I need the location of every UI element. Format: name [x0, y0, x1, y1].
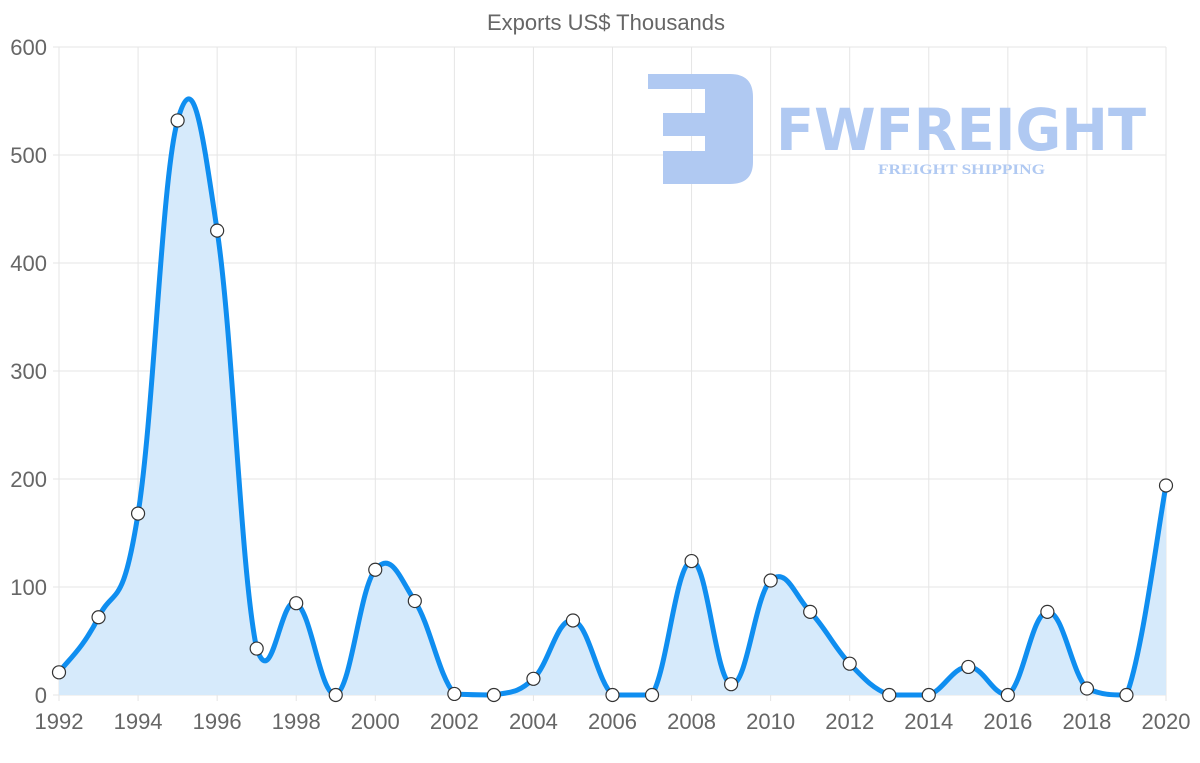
- data-point-2010[interactable]: [763, 573, 778, 588]
- x-tick-label: 2018: [1062, 709, 1111, 734]
- data-points: [51, 113, 1174, 703]
- data-point-2009[interactable]: [724, 677, 739, 692]
- x-tick-label: 2004: [509, 709, 558, 734]
- data-point-2008[interactable]: [684, 553, 699, 569]
- data-point-2006[interactable]: [605, 687, 620, 703]
- data-point-2019[interactable]: [1119, 687, 1134, 703]
- x-axis-ticks: 1992 1994 1996 1998 2000 2002 2004 2006 2008 2010…: [35, 709, 1191, 734]
- data-point-2005[interactable]: [565, 613, 581, 628]
- data-point-2002[interactable]: [447, 686, 462, 702]
- x-tick-label: 1998: [272, 709, 321, 734]
- x-tick-label: 2012: [825, 709, 874, 734]
- y-tick-label: 500: [10, 143, 47, 168]
- x-tick-label: 2020: [1142, 709, 1191, 734]
- x-tick-label: 2000: [351, 709, 400, 734]
- data-point-2000[interactable]: [368, 562, 383, 577]
- x-tick-label: 1996: [193, 709, 242, 734]
- x-tick-label: 2016: [983, 709, 1032, 734]
- data-point-1994[interactable]: [130, 506, 146, 521]
- data-point-2018[interactable]: [1079, 681, 1095, 696]
- y-tick-label: 600: [10, 35, 47, 60]
- y-tick-label: 300: [10, 359, 47, 384]
- watermark-tagline: FREIGHT SHIPPING: [878, 162, 1045, 178]
- data-point-1997[interactable]: [249, 641, 264, 656]
- area-fill: [59, 98, 1166, 696]
- data-point-1999[interactable]: [328, 687, 343, 703]
- data-point-2020[interactable]: [1158, 478, 1174, 493]
- y-tick-label: 200: [10, 467, 47, 492]
- x-tick-label: 1994: [114, 709, 163, 734]
- data-point-1995[interactable]: [170, 113, 185, 128]
- x-tick-label: 2010: [746, 709, 795, 734]
- fwfreight-watermark-logo: FWFREIGHT FREIGHT SHIPPING: [648, 74, 1146, 184]
- y-axis-ticks: 0 100 200 300 400 500 600: [10, 35, 47, 708]
- data-point-1992[interactable]: [51, 665, 67, 680]
- data-point-2014[interactable]: [921, 687, 936, 703]
- x-tick-label: 2008: [667, 709, 716, 734]
- data-point-2003[interactable]: [486, 687, 501, 703]
- watermark-brand: FWFREIGHT: [776, 96, 1146, 164]
- data-point-2001[interactable]: [407, 593, 422, 609]
- data-point-1993[interactable]: [91, 610, 106, 625]
- data-point-1998[interactable]: [289, 596, 304, 611]
- data-point-2017[interactable]: [1040, 604, 1055, 619]
- data-point-2016[interactable]: [1000, 687, 1015, 703]
- data-point-1996[interactable]: [210, 223, 225, 238]
- y-tick-label: 400: [10, 251, 47, 276]
- chart-title: Exports US$ Thousands: [487, 10, 725, 35]
- y-tick-label: 0: [35, 683, 47, 708]
- y-tick-label: 100: [10, 575, 47, 600]
- x-tick-label: 2002: [430, 709, 479, 734]
- data-point-2007[interactable]: [644, 687, 660, 703]
- x-tick-label: 2014: [904, 709, 953, 734]
- data-point-2013[interactable]: [882, 687, 897, 703]
- data-point-2015[interactable]: [961, 659, 976, 675]
- data-point-2012[interactable]: [842, 656, 857, 671]
- data-point-2004[interactable]: [526, 671, 541, 686]
- logo-mark-icon: [648, 74, 753, 184]
- data-point-2011[interactable]: [803, 604, 818, 619]
- x-tick-label: 2006: [588, 709, 637, 734]
- x-tick-label: 1992: [35, 709, 84, 734]
